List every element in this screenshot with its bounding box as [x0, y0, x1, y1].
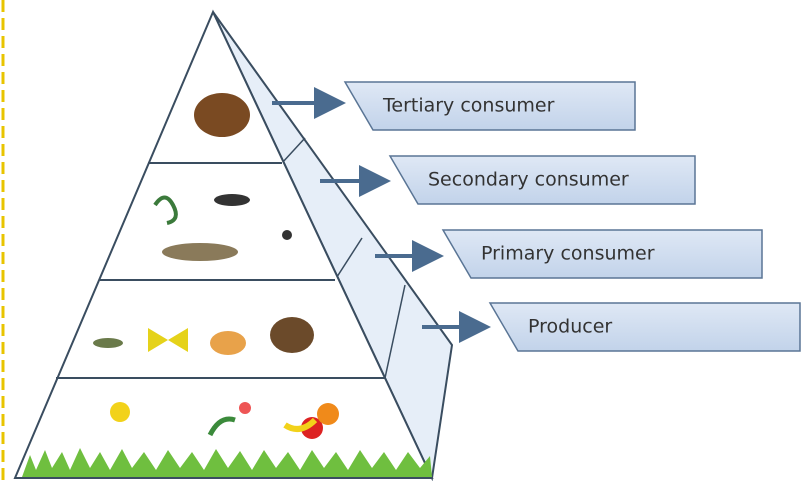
rabbit	[210, 331, 246, 355]
level-label: Secondary consumer	[428, 169, 629, 191]
fruit	[317, 403, 339, 425]
food-pyramid-diagram: Tertiary consumer Secondary consumer Prima…	[0, 0, 801, 481]
flower	[110, 402, 130, 422]
grasshopper	[93, 338, 123, 348]
goat	[270, 317, 314, 353]
mongoose	[162, 243, 238, 261]
eagle	[194, 93, 250, 137]
level-label: Tertiary consumer	[382, 95, 555, 117]
level-label: Primary consumer	[481, 243, 655, 265]
level-label: Producer	[528, 316, 612, 338]
spider	[282, 230, 292, 240]
flower	[239, 402, 251, 414]
bird	[214, 194, 250, 206]
